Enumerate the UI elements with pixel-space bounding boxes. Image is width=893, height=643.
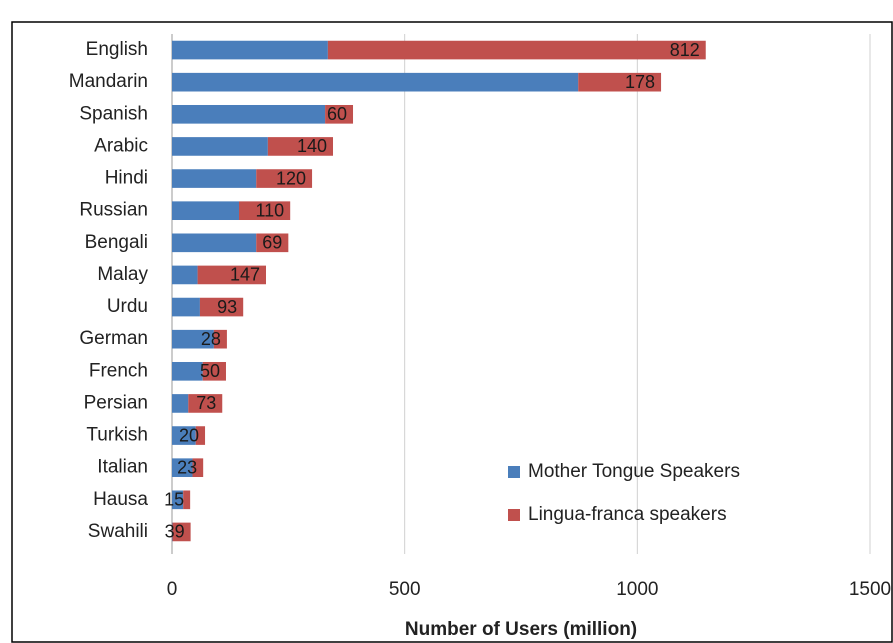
bar-segment — [172, 265, 198, 285]
bar-segment — [172, 72, 579, 92]
x-tick-label: 1500 — [849, 579, 891, 600]
bar-segment — [239, 201, 291, 221]
value-label: 93 — [217, 297, 237, 317]
value-label: 15 — [164, 490, 184, 510]
y-tick-label: Spanish — [79, 103, 148, 124]
chart-frame — [11, 21, 893, 643]
y-tick-label: Arabic — [94, 135, 148, 156]
bar-segment — [197, 265, 266, 285]
value-label: 178 — [625, 72, 655, 92]
value-label: 73 — [196, 393, 216, 413]
x-axis-title: Number of Users (million) — [405, 619, 637, 640]
bar-segment — [172, 201, 240, 221]
bar-segment — [172, 169, 257, 188]
value-label: 140 — [297, 136, 327, 156]
bar-segment — [267, 137, 334, 156]
bar-segment — [172, 104, 326, 124]
y-tick-label: Turkish — [86, 425, 148, 446]
bar-segment — [172, 361, 203, 381]
legend-label: Mother Tongue Speakers — [528, 461, 740, 482]
bar-segment — [183, 490, 191, 510]
value-label: 120 — [276, 168, 306, 188]
bar-segment — [172, 233, 257, 253]
bar-segment — [578, 72, 662, 92]
bar-segment — [195, 426, 206, 445]
y-tick-label: Italian — [97, 457, 148, 478]
bar-segment — [172, 522, 191, 542]
y-tick-label: Hindi — [105, 168, 148, 189]
x-tick-label: 0 — [167, 579, 178, 600]
y-tick-label: German — [79, 328, 148, 349]
x-tick-label: 500 — [389, 579, 421, 600]
bar-segment — [188, 394, 223, 413]
y-tick-label: Mandarin — [69, 71, 148, 92]
y-tick-label: Urdu — [107, 296, 148, 317]
legend-label: Lingua-franca speakers — [528, 504, 727, 525]
legend-swatch — [508, 466, 520, 478]
bar-segment — [325, 104, 354, 124]
value-label: 28 — [201, 329, 221, 349]
y-tick-label: Bengali — [85, 232, 148, 253]
bar-segment — [172, 137, 268, 156]
y-tick-label: Persian — [84, 392, 148, 413]
y-tick-label: Swahili — [88, 521, 148, 542]
legend-swatch — [508, 509, 520, 521]
y-tick-label: English — [86, 39, 148, 60]
bar-segment — [327, 40, 706, 60]
bar-segment — [172, 40, 328, 60]
value-label: 110 — [255, 200, 284, 220]
value-label: 20 — [179, 425, 199, 445]
bar-segment — [256, 233, 289, 253]
value-label: 812 — [670, 40, 700, 60]
bar-segment — [172, 329, 214, 349]
bar-segment — [202, 361, 226, 381]
value-label: 23 — [177, 457, 197, 477]
value-label: 50 — [200, 361, 220, 381]
y-tick-label: Malay — [97, 264, 148, 285]
x-tick-label: 1000 — [616, 579, 658, 600]
y-tick-label: Russian — [79, 200, 148, 221]
value-label: 69 — [262, 233, 282, 253]
y-tick-label: French — [89, 360, 148, 381]
bar-segment — [256, 169, 313, 188]
bar-segment — [213, 329, 227, 349]
bar-segment — [172, 490, 184, 510]
bar-segment — [172, 297, 200, 317]
bar-segment — [172, 394, 189, 413]
bar-segment — [172, 426, 196, 445]
value-label: 147 — [230, 265, 260, 285]
value-label: 60 — [327, 104, 347, 124]
bar-segment — [192, 458, 204, 478]
bar-segment — [199, 297, 244, 317]
y-tick-label: Hausa — [93, 489, 148, 510]
bar-segment — [172, 458, 193, 478]
value-label: 39 — [165, 522, 185, 542]
